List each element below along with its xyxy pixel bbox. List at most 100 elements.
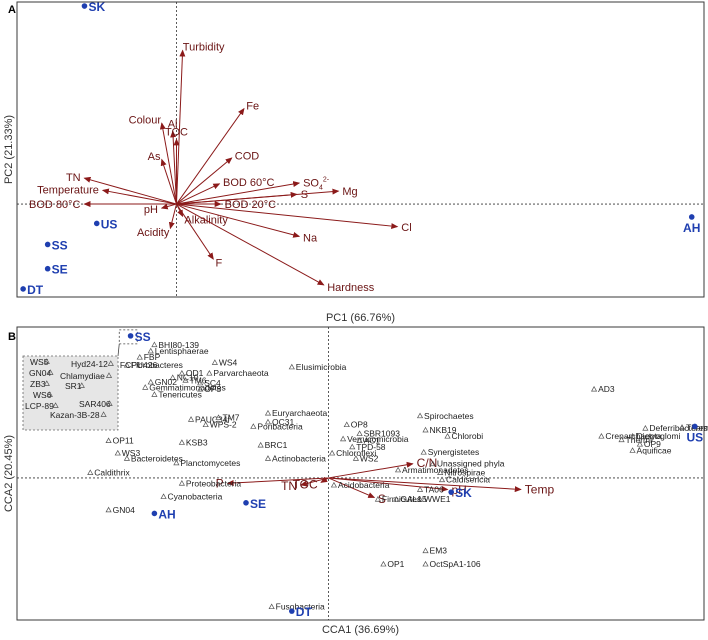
- inset-box: [22, 355, 119, 431]
- vector-temp: [328, 477, 522, 493]
- site-label-ss: SS: [52, 238, 68, 252]
- inset-taxon-marker-ws6: [46, 391, 53, 397]
- vector-label-fe: Fe: [246, 100, 259, 112]
- taxon-label-dictyoglomi: Dictyoglomi: [637, 431, 681, 441]
- taxon-label-tm6: TM6: [190, 375, 207, 385]
- inset-taxon-gn04: GN04: [29, 368, 51, 378]
- taxon-marker-ws4: [211, 359, 218, 365]
- panel-a: A PC1 (66.76%) PC2 (21.33%) Turbidity Fe Colo…: [3, 0, 705, 324]
- inset-taxon-marker-zb3: [43, 380, 50, 386]
- site-point-us: [93, 220, 100, 227]
- vector-label-bod-20-c: BOD 20°C: [225, 199, 277, 211]
- taxon-marker-elusimicrobia: [288, 363, 295, 370]
- taxon-marker-caldithrix: [87, 469, 94, 475]
- taxon-marker-dictyoglomi: [629, 432, 636, 439]
- vector-label-s: S: [301, 189, 308, 201]
- taxon-label-op1: OP1: [387, 559, 404, 569]
- taxon-label-chloroflexi: Chloroflexi: [336, 448, 376, 458]
- taxon-label-ws3: WS3: [122, 448, 141, 458]
- vector-mg: [176, 188, 340, 205]
- taxon-marker-aquificae: [629, 447, 636, 453]
- site-point-ah: [151, 510, 158, 517]
- site-point-dt: [289, 608, 295, 614]
- vector-hardness: [176, 203, 325, 286]
- taxon-marker-em3: [422, 547, 429, 554]
- taxon-label-gn02: GN02: [155, 377, 177, 387]
- inset-taxon-sar406: SAR406: [79, 399, 111, 409]
- taxon-label-chlorobi: Chlorobi: [452, 431, 484, 441]
- taxon-label-unassigned-phyla: Unassigned phyla: [437, 459, 505, 469]
- taxon-marker-spirochaetes: [416, 412, 424, 419]
- site-label-dt: DT: [27, 283, 44, 297]
- taxon-label-actinobacteria: Actinobacteria: [272, 453, 326, 463]
- taxon-label-pauc34f: PAUC34f: [195, 414, 230, 424]
- inset-taxon-sr1: SR1: [65, 381, 82, 391]
- vector-p: [226, 477, 329, 486]
- taxon-label-ta06: TA06: [424, 484, 444, 494]
- vector-label-al: Al: [168, 118, 178, 130]
- taxon-label-verrucomicrobia: Verrucomicrobia: [347, 434, 409, 444]
- taxon-marker-thermotogae: [678, 424, 686, 430]
- vector-temperature: [101, 188, 177, 205]
- taxon-label-ws4: WS4: [219, 358, 238, 368]
- taxon-marker-tenericutes: [151, 391, 158, 397]
- inset-taxon-marker-chlamydiae: [105, 372, 113, 378]
- taxon-label-op11: OP11: [113, 436, 134, 446]
- taxon-label-fbp: FBP: [144, 352, 161, 362]
- taxon-marker-op1: [380, 560, 387, 567]
- taxon-label-oc31: OC31: [272, 417, 294, 427]
- taxon-label-parvarchaeota: Parvarchaeota: [213, 368, 269, 378]
- site-label-us: US: [101, 217, 118, 231]
- site-label-sk: SK: [88, 0, 105, 14]
- taxon-label-ad3: AD3: [598, 384, 615, 394]
- taxon-marker-poribacteria: [250, 423, 257, 429]
- taxon-marker-caldisericia: [438, 476, 446, 483]
- taxon-marker-ksb3: [178, 439, 185, 445]
- taxon-label-sc4: SC4: [204, 378, 221, 388]
- taxon-marker-op8: [343, 421, 350, 428]
- taxon-label-armatimonadetes: Armatimonadetes: [402, 465, 469, 475]
- taxon-label-euryarchaeota: Euryarchaeota: [272, 408, 328, 418]
- taxon-marker-chlorobi: [444, 432, 451, 439]
- taxon-marker-ac1: [356, 437, 363, 443]
- taxon-marker-thermi: [618, 436, 625, 443]
- taxon-marker-ws3: [114, 449, 121, 456]
- taxon-marker-sbr1093: [356, 430, 363, 436]
- vector-toc: [320, 476, 329, 483]
- taxon-marker-gemmatimonadetes: [142, 384, 149, 390]
- taxon-label-nitrospirae: Nitrospirae: [444, 468, 485, 478]
- y-axis-label: CCA2 (20.45%): [3, 435, 15, 512]
- vector-label-cl: Cl: [401, 222, 411, 234]
- taxon-marker-bhi80-139: [151, 341, 158, 348]
- vector-cl: [176, 203, 399, 230]
- taxon-label-op9: OP9: [644, 439, 661, 449]
- taxon-marker-od1: [178, 369, 185, 376]
- taxon-label-tm7: TM7: [223, 413, 240, 423]
- site-label-us: US: [687, 430, 704, 444]
- plot-frame: [16, 1, 705, 298]
- taxon-label-caldisericia: Caldisericia: [446, 475, 490, 485]
- taxon-label-wps-2: WPS-2: [210, 420, 237, 430]
- taxon-label-elusimicrobia: Elusimicrobia: [296, 362, 347, 372]
- taxon-marker-op11: [105, 437, 112, 443]
- vector-al: [170, 130, 177, 205]
- taxon-marker-synergistetes: [420, 448, 427, 455]
- taxon-marker-wwe1: [416, 496, 424, 502]
- taxon-marker-lentisphaerae: [147, 347, 154, 354]
- taxon-label-aquificae: Aquificae: [637, 445, 672, 455]
- taxon-marker-fibrobacteres: [123, 361, 131, 368]
- taxon-marker-crenarchaeota: [598, 432, 605, 439]
- taxon-marker-wps-2: [202, 421, 209, 428]
- taxon-label-bhi80-139: BHI80-139: [158, 340, 199, 350]
- site-label-se: SE: [250, 497, 266, 511]
- vector-label-colour: Colour: [129, 114, 162, 126]
- site-label-ah: AH: [683, 221, 700, 235]
- vector-label-as: As: [148, 151, 161, 163]
- taxon-marker-fbp: [136, 353, 143, 360]
- taxon-marker-ad3: [590, 385, 598, 392]
- taxon-label-planctomycetes: Planctomycetes: [180, 458, 240, 468]
- site-point-us: [692, 423, 698, 430]
- taxon-marker-sc4: [197, 379, 204, 386]
- taxon-marker-actinobacteria: [264, 455, 272, 461]
